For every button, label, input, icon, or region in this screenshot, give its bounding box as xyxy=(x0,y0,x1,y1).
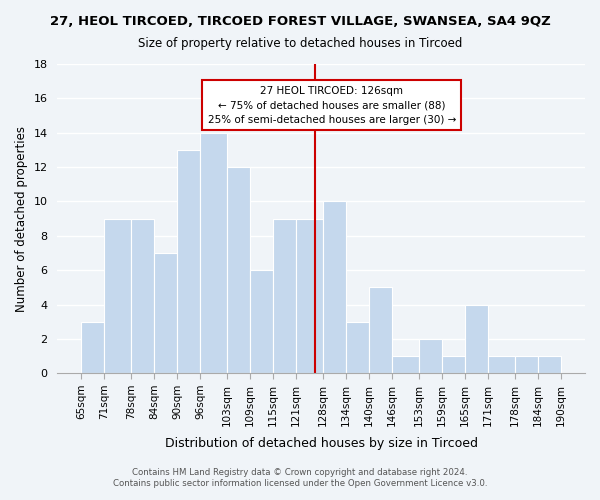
Bar xyxy=(178,150,200,374)
Bar xyxy=(82,322,104,374)
Bar xyxy=(346,322,369,374)
Bar xyxy=(104,218,131,374)
Bar xyxy=(442,356,465,374)
Bar xyxy=(250,270,273,374)
Text: 27 HEOL TIRCOED: 126sqm
← 75% of detached houses are smaller (88)
25% of semi-de: 27 HEOL TIRCOED: 126sqm ← 75% of detache… xyxy=(208,86,456,126)
Bar xyxy=(392,356,419,374)
Bar xyxy=(419,339,442,374)
Text: 27, HEOL TIRCOED, TIRCOED FOREST VILLAGE, SWANSEA, SA4 9QZ: 27, HEOL TIRCOED, TIRCOED FOREST VILLAGE… xyxy=(50,15,550,28)
Bar xyxy=(538,356,561,374)
Bar xyxy=(323,202,346,374)
Bar xyxy=(131,218,154,374)
Text: Contains HM Land Registry data © Crown copyright and database right 2024.
Contai: Contains HM Land Registry data © Crown c… xyxy=(113,468,487,487)
X-axis label: Distribution of detached houses by size in Tircoed: Distribution of detached houses by size … xyxy=(165,437,478,450)
Y-axis label: Number of detached properties: Number of detached properties xyxy=(15,126,28,312)
Bar xyxy=(369,288,392,374)
Bar xyxy=(273,218,296,374)
Bar xyxy=(515,356,538,374)
Text: Size of property relative to detached houses in Tircoed: Size of property relative to detached ho… xyxy=(138,38,462,51)
Bar xyxy=(227,167,250,374)
Bar xyxy=(154,253,178,374)
Bar xyxy=(200,132,227,374)
Bar xyxy=(465,304,488,374)
Bar xyxy=(488,356,515,374)
Bar xyxy=(296,218,323,374)
